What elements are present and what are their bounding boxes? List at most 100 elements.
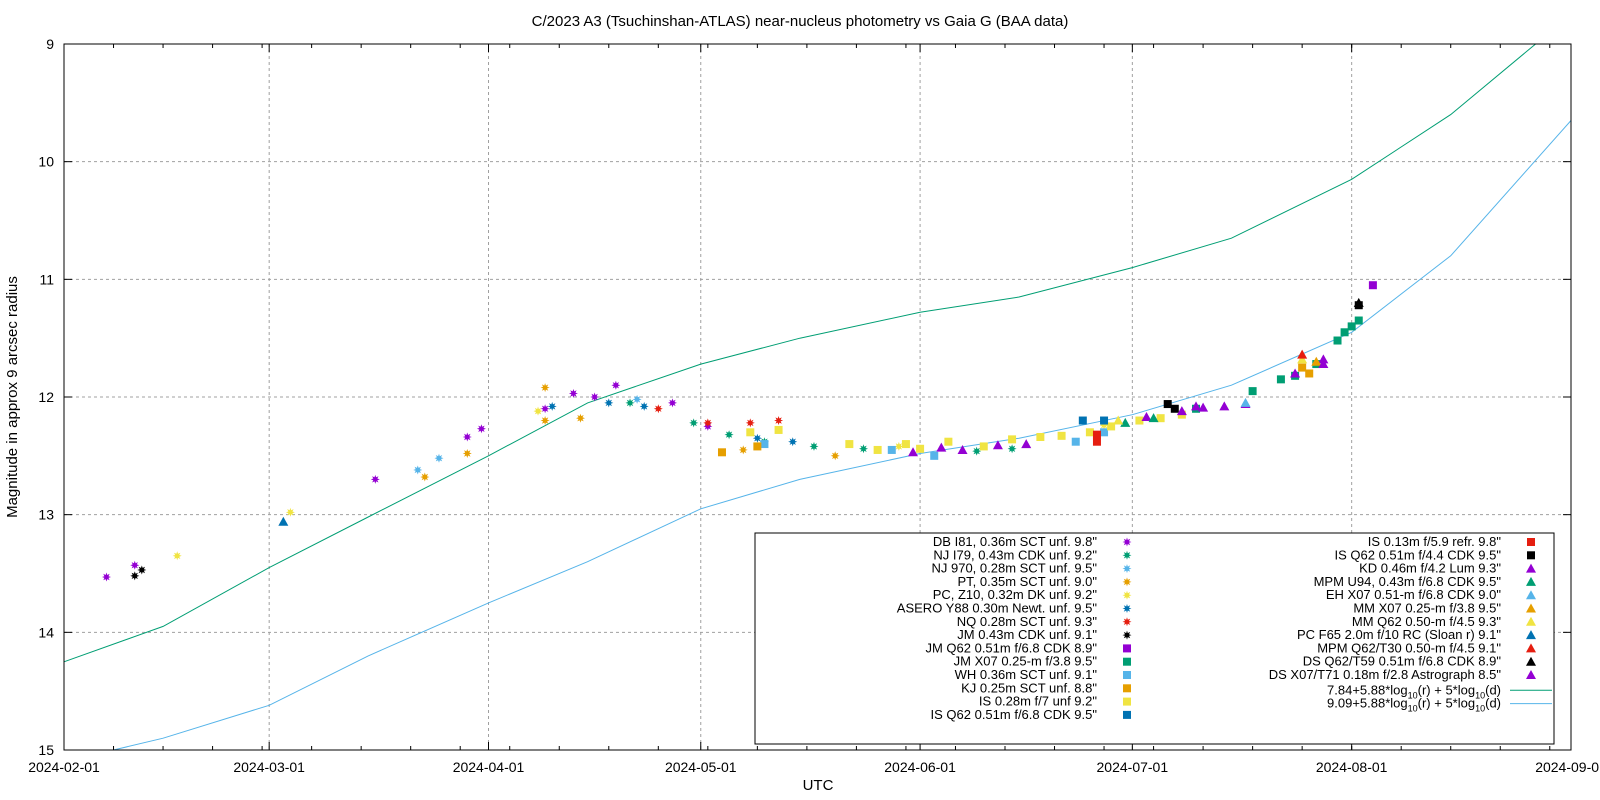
legend-marker <box>1123 671 1131 679</box>
data-point <box>462 449 472 458</box>
data-point <box>894 441 904 451</box>
data-point <box>102 572 111 582</box>
x-tick-label: 2024-05-01 <box>665 759 737 775</box>
data-point <box>1297 354 1308 364</box>
data-point <box>1148 413 1159 423</box>
legend-marker <box>1123 644 1131 653</box>
data-point <box>1057 431 1066 440</box>
y-tick-label: 10 <box>38 154 54 170</box>
data-point <box>738 445 748 455</box>
legend-marker <box>1123 710 1131 719</box>
data-point <box>760 440 769 449</box>
data-point <box>172 551 182 561</box>
legend-label: JM 0.43m CDK unf. 9.1" <box>957 627 1097 642</box>
data-point <box>845 440 854 449</box>
legend-marker <box>1526 643 1536 653</box>
fit-curves <box>63 43 1572 751</box>
legend-label: PT, 0.35m SCT unf. 9.0" <box>958 574 1098 589</box>
data-point <box>278 516 289 526</box>
legend-label: NJ I79, 0.43m CDK unf. 9.2" <box>933 547 1097 562</box>
data-point <box>1135 416 1144 425</box>
x-tick-label: 2024-03-01 <box>233 759 305 775</box>
data-point <box>746 428 755 437</box>
data-point <box>1219 401 1230 411</box>
legend-label: JM Q62 0.51m f/6.8 CDK 8.9" <box>925 640 1097 655</box>
data-point <box>901 440 910 449</box>
data-point <box>944 437 953 446</box>
legend-label: PC, Z10, 0.32m DK unf. 9.2" <box>933 587 1098 602</box>
fit-curve <box>63 43 1536 663</box>
data-point <box>752 433 762 443</box>
legend-marker <box>1527 551 1535 560</box>
data-point <box>1318 359 1329 369</box>
data-point <box>1141 412 1152 422</box>
legend-box <box>754 532 1555 745</box>
data-point <box>745 418 755 428</box>
data-point <box>590 392 600 402</box>
legend-label: DB I81, 0.36m SCT unf. 9.8" <box>933 534 1097 549</box>
legend-marker <box>1526 616 1536 626</box>
legend-label: PC F65 2.0m f/10 RC (Sloan r) 9.1" <box>1297 627 1501 642</box>
data-point <box>957 444 968 454</box>
data-point <box>533 406 543 416</box>
data-point <box>1318 354 1329 364</box>
data-point <box>576 413 585 423</box>
legend-label: JM X07 0.25-m f/3.8 9.5" <box>954 654 1098 669</box>
data-point <box>1311 356 1322 366</box>
data-point <box>1333 336 1342 345</box>
data-point <box>1163 400 1172 409</box>
y-axis-ticks: 9 10 11 12 13 14 15 <box>38 36 1571 758</box>
data-point <box>540 383 550 393</box>
data-point <box>1100 428 1109 437</box>
data-point <box>689 418 699 428</box>
legend-label: WH 0.36m SCT unf. 9.1" <box>955 667 1098 682</box>
legend-marker <box>1526 630 1536 640</box>
legend-marker <box>1526 656 1536 666</box>
data-point <box>1347 322 1356 331</box>
legend-label: IS 0.13m f/5.9 refr. 9.8" <box>1368 534 1502 549</box>
data-point <box>1100 416 1109 425</box>
data-point <box>1156 414 1165 423</box>
data-point <box>668 398 677 408</box>
data-point <box>1078 416 1087 425</box>
data-point <box>1248 387 1257 396</box>
data-point <box>1298 363 1307 372</box>
legend-label: MPM U94, 0.43m f/6.8 CDK 9.5" <box>1314 574 1502 589</box>
legend-marker <box>1122 537 1132 547</box>
data-point <box>859 444 868 454</box>
legend-marker <box>1526 603 1536 613</box>
legend-label: NJ 970, 0.28m SCT unf. 9.5" <box>931 561 1097 576</box>
legend-label: MM Q62 0.50-m f/4.5 9.3" <box>1352 614 1502 629</box>
data-point <box>420 472 430 482</box>
data-point <box>1191 401 1202 411</box>
legend-label: DS Q62/T59 0.51m f/6.8 CDK 8.9" <box>1303 654 1502 669</box>
data-point <box>992 440 1003 450</box>
legend-marker <box>1123 697 1131 706</box>
data-point <box>788 437 798 447</box>
legend-label: IS 0.28m f/7 unf 9.2" <box>979 694 1097 709</box>
data-point <box>1290 368 1301 378</box>
legend-label: NQ 0.28m SCT unf. 9.3" <box>957 614 1098 629</box>
x-tick-label: 2024-04-01 <box>453 759 525 775</box>
data-point <box>547 401 557 411</box>
legend-label: 7.84+5.88*log10(r) + 5*log10(d) <box>1327 682 1501 700</box>
data-point <box>540 416 550 425</box>
fit-curve <box>113 120 1572 751</box>
data-point <box>887 445 896 454</box>
data-point <box>1240 397 1251 407</box>
legend-marker <box>1526 563 1536 573</box>
data-point <box>916 444 925 453</box>
legend-label: DS X07/T71 0.18m f/2.8 Astrograph 8.5" <box>1269 667 1502 682</box>
legend-label: KJ 0.25m SCT unf. 8.8" <box>961 680 1097 695</box>
data-point <box>130 560 140 570</box>
chart-title: C/2023 A3 (Tsuchinshan-ATLAS) near-nucle… <box>532 13 1069 30</box>
data-point <box>1092 437 1101 446</box>
data-point <box>653 404 663 414</box>
legend-marker <box>1123 657 1131 666</box>
legend-marker <box>1122 604 1132 613</box>
legend-marker <box>1527 538 1535 546</box>
data-point <box>611 380 621 390</box>
legend-marker <box>1123 684 1131 693</box>
x-tick-label: 2024-09-01 <box>1535 759 1600 775</box>
